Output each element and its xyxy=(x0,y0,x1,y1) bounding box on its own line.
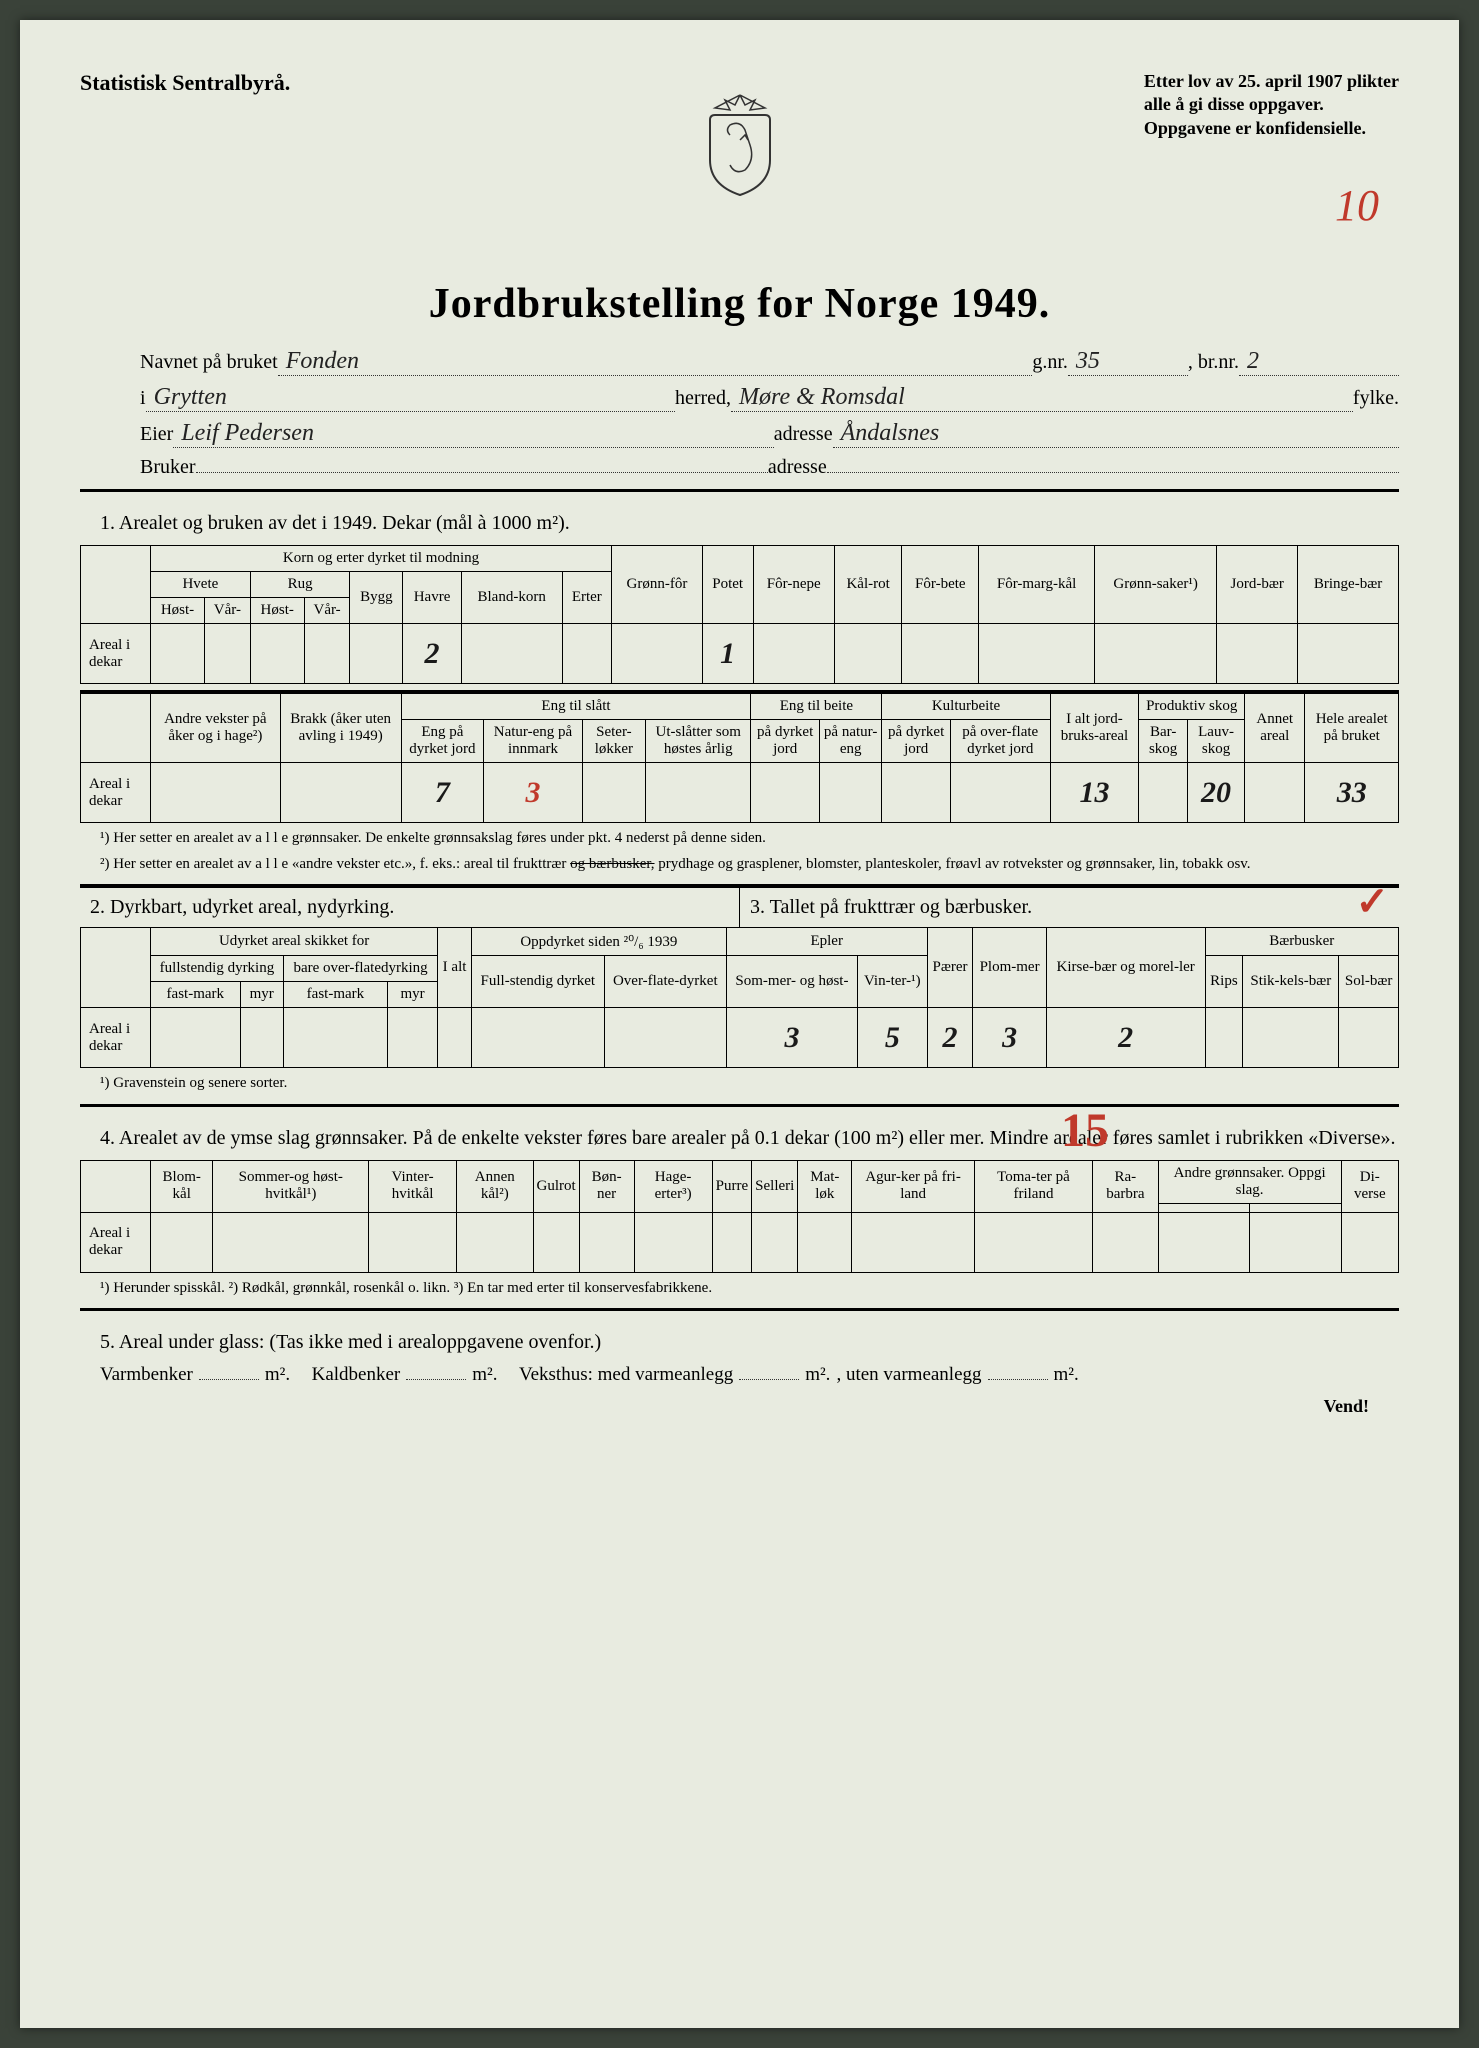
district-line: i Grytten herred, Møre & Romsdal fylke. xyxy=(80,384,1399,412)
kirsebaer-value[interactable]: 2 xyxy=(1046,1008,1205,1068)
census-form-page: Statistisk Sentralbyrå. Etter lov av 25.… xyxy=(20,20,1459,2028)
epler-sommer-value[interactable]: 3 xyxy=(726,1008,857,1068)
section5-heading: 5. Areal under glass: (Tas ikke med i ar… xyxy=(100,1331,1399,1354)
user-line: Bruker adresse xyxy=(80,456,1399,479)
farm-name-line: Navnet på bruket Fonden g.nr. 35 , br.nr… xyxy=(80,348,1399,376)
plommer-value[interactable]: 3 xyxy=(973,1008,1046,1068)
coat-of-arms-icon xyxy=(690,90,790,200)
section1-heading: 1. Arealet og bruken av det i 1949. Deka… xyxy=(100,512,1399,535)
table-section1a: Korn og erter dyrket til modning Grønn-f… xyxy=(80,545,1399,684)
hele-value[interactable]: 33 xyxy=(1305,763,1399,823)
epler-vinter-value[interactable]: 5 xyxy=(858,1008,928,1068)
natureng-value[interactable]: 3 xyxy=(484,763,583,823)
section23-headings: 2. Dyrkbart, udyrket areal, nydyrking. 3… xyxy=(80,887,1399,927)
gnr-field[interactable]: 35 xyxy=(1068,348,1188,376)
law-notice: Etter lov av 25. april 1907 plikter alle… xyxy=(1144,70,1399,140)
ialt-value[interactable]: 13 xyxy=(1050,763,1139,823)
fylke-field[interactable]: Møre & Romsdal xyxy=(731,384,1353,412)
agency-name: Statistisk Sentralbyrå. xyxy=(80,70,290,96)
section5-fields: Varmbenker m². Kaldbenker m². Veksthus: … xyxy=(100,1364,1379,1386)
footnote-1: ¹) Her setter en arealet av a l l e grøn… xyxy=(100,829,1379,849)
herred-field[interactable]: Grytten xyxy=(146,384,675,412)
varmbenker-field[interactable] xyxy=(199,1379,259,1380)
table-section1b: Andre vekster på åker og i hage²) Brakk … xyxy=(80,693,1399,823)
eng-dyrket-value[interactable]: 7 xyxy=(401,763,484,823)
row-label: Areal i dekar xyxy=(81,624,151,684)
check-mark: ✓ xyxy=(1355,878,1389,925)
havre-value[interactable]: 2 xyxy=(403,624,461,684)
form-title: Jordbrukstelling for Norge 1949. xyxy=(80,280,1399,328)
turn-over-label: Vend! xyxy=(80,1396,1369,1417)
veksthus-varme-field[interactable] xyxy=(739,1379,799,1380)
footnote-3: ¹) Gravenstein og senere sorter. xyxy=(100,1074,1379,1094)
farm-name-field[interactable]: Fonden xyxy=(278,348,1033,376)
owner-field[interactable]: Leif Pedersen xyxy=(173,420,773,448)
footnote-4: ¹) Herunder spisskål. ²) Rødkål, grønnkå… xyxy=(100,1279,1379,1299)
section3-heading: 3. Tallet på frukttrær og bærbusker. xyxy=(740,888,1399,927)
veksthus-uten-field[interactable] xyxy=(988,1379,1048,1380)
potet-value[interactable]: 1 xyxy=(702,624,753,684)
user-field[interactable] xyxy=(196,472,768,473)
footnote-2: ²) Her setter en arealet av a l l e «and… xyxy=(100,855,1379,875)
section2-heading: 2. Dyrkbart, udyrket areal, nydyrking. xyxy=(80,888,740,927)
user-address-field[interactable] xyxy=(827,472,1399,473)
kaldbenker-field[interactable] xyxy=(406,1379,466,1380)
table-section23: Udyrket areal skikket for I alt Oppdyrke… xyxy=(80,927,1399,1068)
brnr-field[interactable]: 2 xyxy=(1239,348,1399,376)
owner-address-field[interactable]: Åndalsnes xyxy=(833,420,1399,448)
paerer-value[interactable]: 2 xyxy=(927,1008,973,1068)
table-section4: Blom-kål Sommer-og høst-hvitkål¹) Vinter… xyxy=(80,1160,1399,1273)
red-mark-15: 15 xyxy=(1061,1103,1109,1158)
lauvskog-value[interactable]: 20 xyxy=(1187,763,1244,823)
owner-line: Eier Leif Pedersen adresse Åndalsnes xyxy=(80,420,1399,448)
page-number: 10 xyxy=(1335,180,1379,231)
section4-heading: 4. Arealet av de ymse slag grønnsaker. P… xyxy=(100,1127,1399,1150)
